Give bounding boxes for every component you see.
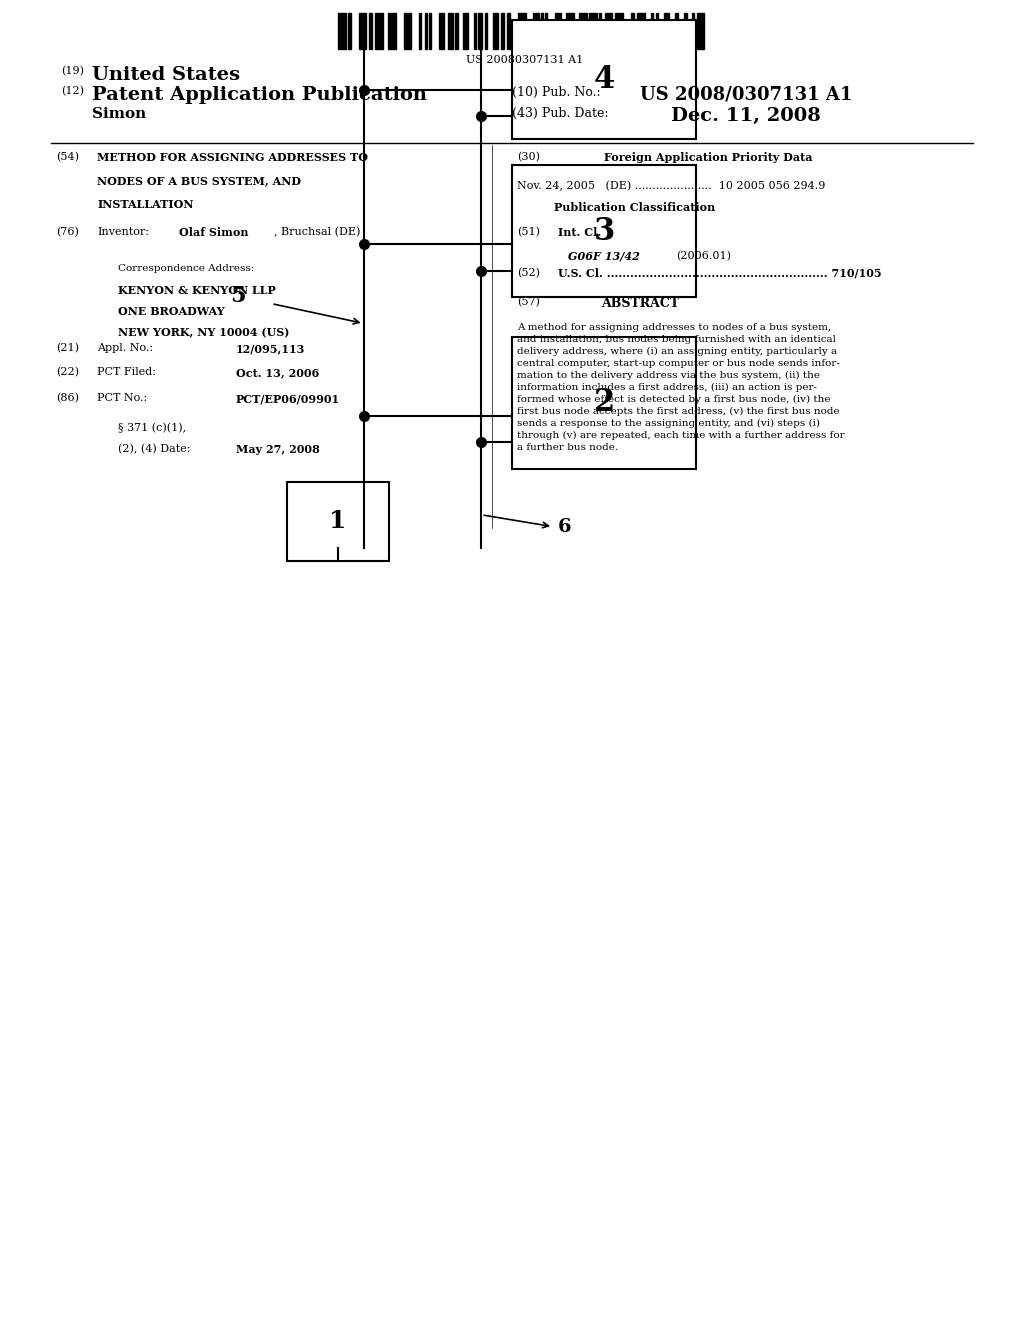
Text: Nov. 24, 2005   (DE) ......................  10 2005 056 294.9: Nov. 24, 2005 (DE) .....................… bbox=[517, 181, 825, 191]
Text: Appl. No.:: Appl. No.: bbox=[97, 343, 154, 354]
Bar bbox=[369, 13, 372, 49]
Text: (19): (19) bbox=[61, 66, 84, 77]
Bar bbox=[650, 13, 652, 49]
Bar bbox=[456, 13, 458, 49]
Text: 6: 6 bbox=[558, 517, 571, 536]
Bar bbox=[388, 13, 396, 49]
Text: (12): (12) bbox=[61, 86, 84, 96]
Bar bbox=[555, 13, 561, 49]
Text: PCT No.:: PCT No.: bbox=[97, 393, 147, 404]
Text: NEW YORK, NY 10004 (US): NEW YORK, NY 10004 (US) bbox=[118, 327, 289, 338]
Bar bbox=[502, 13, 504, 49]
Text: NODES OF A BUS SYSTEM, AND: NODES OF A BUS SYSTEM, AND bbox=[97, 176, 301, 186]
Bar bbox=[664, 13, 670, 49]
Text: 2: 2 bbox=[594, 387, 614, 418]
Text: Inventor:: Inventor: bbox=[97, 227, 150, 238]
Bar bbox=[599, 13, 601, 49]
Text: (21): (21) bbox=[56, 343, 79, 354]
Bar bbox=[656, 13, 658, 49]
Text: Publication Classification: Publication Classification bbox=[554, 202, 716, 213]
Bar bbox=[518, 13, 525, 49]
Text: , Bruchsal (DE): , Bruchsal (DE) bbox=[274, 227, 360, 238]
Text: (57): (57) bbox=[517, 297, 540, 308]
Text: Oct. 13, 2006: Oct. 13, 2006 bbox=[236, 367, 318, 378]
Text: 5: 5 bbox=[230, 285, 246, 306]
Text: ONE BROADWAY: ONE BROADWAY bbox=[118, 306, 224, 317]
Text: Simon: Simon bbox=[92, 107, 146, 121]
Text: (30): (30) bbox=[517, 152, 540, 162]
Bar bbox=[474, 13, 476, 49]
Bar bbox=[348, 13, 351, 49]
Bar bbox=[589, 13, 597, 49]
Text: KENYON & KENYON LLP: KENYON & KENYON LLP bbox=[118, 285, 275, 296]
Bar bbox=[615, 13, 624, 49]
Bar bbox=[512, 337, 696, 469]
Text: METHOD FOR ASSIGNING ADDRESSES TO: METHOD FOR ASSIGNING ADDRESSES TO bbox=[97, 152, 369, 162]
Bar bbox=[338, 13, 346, 49]
Bar bbox=[463, 13, 469, 49]
Text: ABSTRACT: ABSTRACT bbox=[601, 297, 679, 310]
Bar bbox=[580, 13, 587, 49]
Bar bbox=[507, 13, 510, 49]
Bar bbox=[485, 13, 487, 49]
Bar bbox=[541, 13, 543, 49]
Text: United States: United States bbox=[92, 66, 241, 84]
Bar bbox=[358, 13, 367, 49]
Bar bbox=[512, 20, 696, 139]
Bar bbox=[675, 13, 678, 49]
Text: Int. Cl.: Int. Cl. bbox=[558, 227, 601, 238]
Text: § 371 (c)(1),: § 371 (c)(1), bbox=[118, 422, 186, 433]
Bar bbox=[566, 13, 573, 49]
Text: (54): (54) bbox=[56, 152, 79, 162]
Bar bbox=[692, 13, 694, 49]
Text: (2006.01): (2006.01) bbox=[676, 251, 731, 261]
Bar bbox=[287, 482, 389, 561]
Text: PCT/EP06/09901: PCT/EP06/09901 bbox=[236, 393, 340, 404]
Bar bbox=[604, 13, 612, 49]
Bar bbox=[637, 13, 645, 49]
Bar bbox=[696, 13, 705, 49]
Text: 4: 4 bbox=[594, 63, 614, 95]
Text: A method for assigning addresses to nodes of a bus system,
and installation, bus: A method for assigning addresses to node… bbox=[517, 323, 845, 451]
Bar bbox=[439, 13, 444, 49]
Bar bbox=[447, 13, 454, 49]
Text: Dec. 11, 2008: Dec. 11, 2008 bbox=[671, 107, 820, 125]
Text: (86): (86) bbox=[56, 393, 79, 404]
Text: (22): (22) bbox=[56, 367, 79, 378]
Bar bbox=[493, 13, 498, 49]
Text: US 2008/0307131 A1: US 2008/0307131 A1 bbox=[640, 86, 852, 104]
Text: May 27, 2008: May 27, 2008 bbox=[236, 444, 319, 454]
Bar bbox=[419, 13, 421, 49]
Text: 12/095,113: 12/095,113 bbox=[236, 343, 305, 354]
Bar bbox=[534, 13, 539, 49]
Text: Foreign Application Priority Data: Foreign Application Priority Data bbox=[604, 152, 813, 162]
Text: Patent Application Publication: Patent Application Publication bbox=[92, 86, 427, 104]
Text: U.S. Cl. ......................................................... 710/105: U.S. Cl. ...............................… bbox=[558, 268, 882, 279]
Text: Olaf Simon: Olaf Simon bbox=[179, 227, 249, 238]
Text: (51): (51) bbox=[517, 227, 540, 238]
Text: (43) Pub. Date:: (43) Pub. Date: bbox=[512, 107, 608, 120]
Text: INSTALLATION: INSTALLATION bbox=[97, 199, 194, 210]
Text: 3: 3 bbox=[594, 215, 614, 247]
Bar bbox=[631, 13, 634, 49]
Bar bbox=[512, 165, 696, 297]
Text: Correspondence Address:: Correspondence Address: bbox=[118, 264, 254, 273]
Text: 1: 1 bbox=[330, 510, 346, 533]
Bar bbox=[429, 13, 431, 49]
Text: US 20080307131 A1: US 20080307131 A1 bbox=[466, 55, 583, 66]
Bar bbox=[375, 13, 383, 49]
Bar bbox=[403, 13, 412, 49]
Text: (2), (4) Date:: (2), (4) Date: bbox=[118, 444, 190, 454]
Bar bbox=[478, 13, 481, 49]
Text: (10) Pub. No.:: (10) Pub. No.: bbox=[512, 86, 601, 99]
Text: G06F 13/42: G06F 13/42 bbox=[568, 251, 640, 261]
Bar bbox=[425, 13, 427, 49]
Bar bbox=[546, 13, 548, 49]
Text: PCT Filed:: PCT Filed: bbox=[97, 367, 157, 378]
Text: (52): (52) bbox=[517, 268, 540, 279]
Bar bbox=[683, 13, 687, 49]
Text: (76): (76) bbox=[56, 227, 79, 238]
